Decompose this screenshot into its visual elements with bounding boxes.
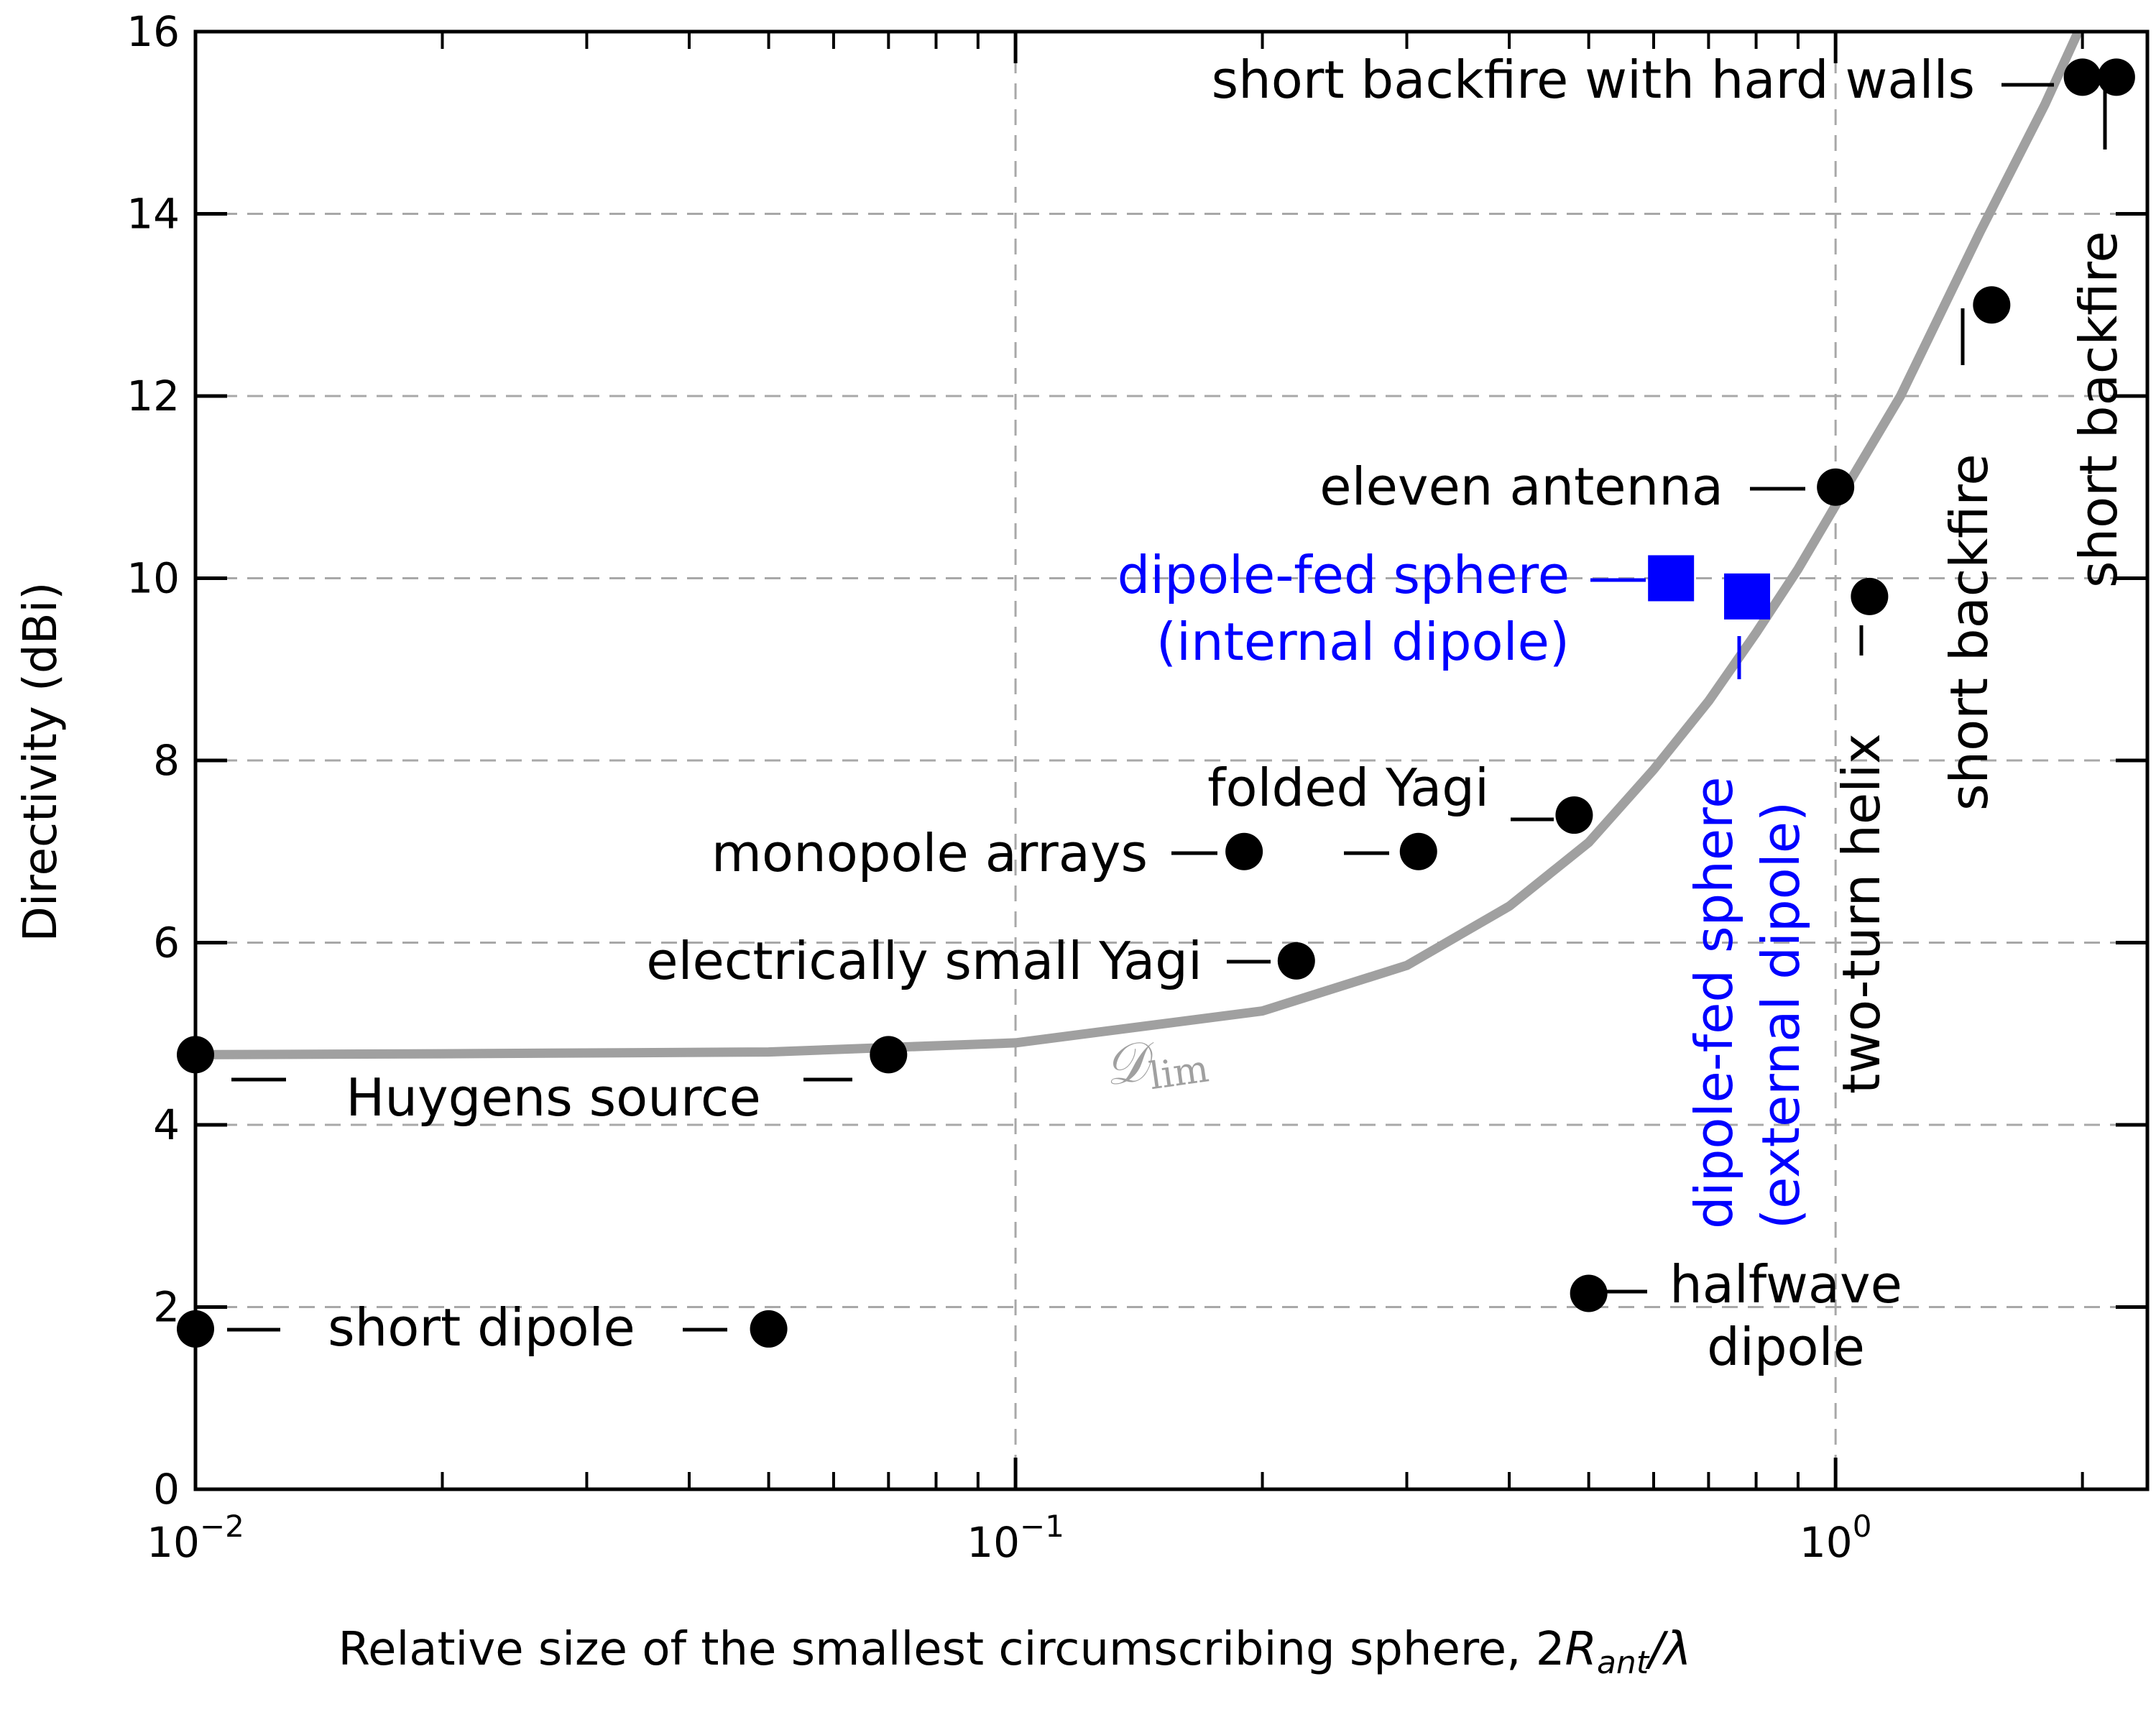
- curve-label-sub: lim: [1146, 1047, 1211, 1098]
- y-tick-label: 6: [153, 919, 180, 967]
- curve-label: 𝒟lim: [1100, 1021, 1211, 1105]
- y-tick-label: 16: [126, 7, 180, 56]
- annotation-2-line-0: short backfire: [1939, 454, 1999, 811]
- annotation-1-line-0: short backfire: [2068, 231, 2129, 588]
- annotation-0: short backfire with hard walls: [1212, 50, 1975, 110]
- annotation-8: monopole arrays: [711, 823, 1148, 883]
- y-tick-label: 4: [153, 1100, 180, 1149]
- annotation-6-line-0: two-turn helix: [1831, 733, 1892, 1094]
- data-point-5: [1399, 832, 1437, 870]
- y-tick-label: 0: [153, 1465, 180, 1514]
- annotation-3: eleven antenna: [1319, 456, 1723, 517]
- data-point-9: [1817, 468, 1855, 506]
- x-tick-label: 100: [1800, 1509, 1872, 1567]
- annotation-4-line-1: (internal dipole): [1156, 612, 1570, 672]
- x-tick-label: 10−2: [147, 1509, 244, 1567]
- x-axis-label-tail: /λ: [1645, 1623, 1691, 1676]
- curve-layer: [195, 32, 2083, 1059]
- x-axis-label-subscript: ant: [1597, 1644, 1650, 1681]
- annotation-7: folded Yagi: [1207, 758, 1489, 818]
- annotation-6: two-turn helix: [1831, 733, 1892, 1094]
- annotation-12-line-0: halfwave: [1669, 1254, 1902, 1315]
- annotation-11: short dipole: [328, 1297, 635, 1358]
- data-point-square-15: [1724, 573, 1771, 620]
- y-tick-label: 2: [153, 1283, 180, 1332]
- annotation-12: halfwave dipole: [1669, 1254, 1902, 1377]
- data-point-6: [1277, 942, 1315, 980]
- data-point-3: [750, 1310, 788, 1348]
- annotation-0-line-0: short backfire with hard walls: [1212, 50, 1975, 110]
- annotation-3-line-0: eleven antenna: [1319, 456, 1723, 517]
- data-point-8: [1570, 1274, 1608, 1312]
- y-tick-label: 10: [126, 554, 180, 603]
- annotation-12-line-1: dipole: [1707, 1317, 1865, 1377]
- d-lim-curve: [195, 32, 2083, 1059]
- data-point-1: [870, 1036, 908, 1074]
- data-point-4: [1225, 832, 1263, 870]
- annotation-5-line-1: (external dipole): [1751, 801, 1811, 1229]
- y-tick-label: 12: [126, 372, 180, 420]
- annotation-10-line-0: Huygens source: [346, 1067, 761, 1128]
- annotation-9: electrically small Yagi: [646, 931, 1202, 991]
- annotation-9-line-0: electrically small Yagi: [646, 931, 1202, 991]
- annotation-8-line-0: monopole arrays: [711, 823, 1148, 883]
- annotation-5-line-0: dipole-fed sphere: [1684, 777, 1744, 1229]
- data-point-13: [2097, 58, 2135, 96]
- annotation-4: dipole-fed sphere (internal dipole): [1118, 545, 1570, 672]
- annotation-10: Huygens source: [346, 1067, 761, 1128]
- x-tick-label: 10−1: [967, 1509, 1064, 1567]
- annotation-1: short backfire: [2068, 231, 2129, 588]
- data-point-12: [2063, 58, 2101, 96]
- data-point-11: [1973, 286, 2011, 324]
- grid: [195, 32, 2147, 1489]
- points-layer: [177, 58, 2135, 1348]
- x-axis-label-symbol: R: [1565, 1623, 1597, 1676]
- data-point-10: [1851, 577, 1889, 615]
- x-axis-label: Relative size of the smallest circumscri…: [338, 1623, 1691, 1681]
- leader-lines: [227, 83, 2107, 1332]
- ticks: 0 2 4 6 8 10 12 14 16 10−2 10−1 100: [126, 7, 2147, 1567]
- annotation-11-line-0: short dipole: [328, 1297, 635, 1358]
- annotation-7-line-0: folded Yagi: [1207, 758, 1489, 818]
- data-point-7: [1555, 796, 1593, 834]
- annotation-2: short backfire: [1939, 454, 1999, 811]
- data-point-square-14: [1648, 555, 1695, 602]
- x-axis-label-text: Relative size of the smallest circumscri…: [338, 1623, 1565, 1676]
- y-tick-label: 8: [153, 736, 180, 785]
- y-axis-label: Directivity (dBi): [14, 582, 68, 942]
- annotation-4-line-0: dipole-fed sphere: [1118, 545, 1570, 605]
- annotation-5: dipole-fed sphere (external dipole): [1684, 777, 1811, 1229]
- y-tick-label: 14: [126, 190, 180, 239]
- annotations: short backfire with hard walls short back…: [328, 50, 2129, 1377]
